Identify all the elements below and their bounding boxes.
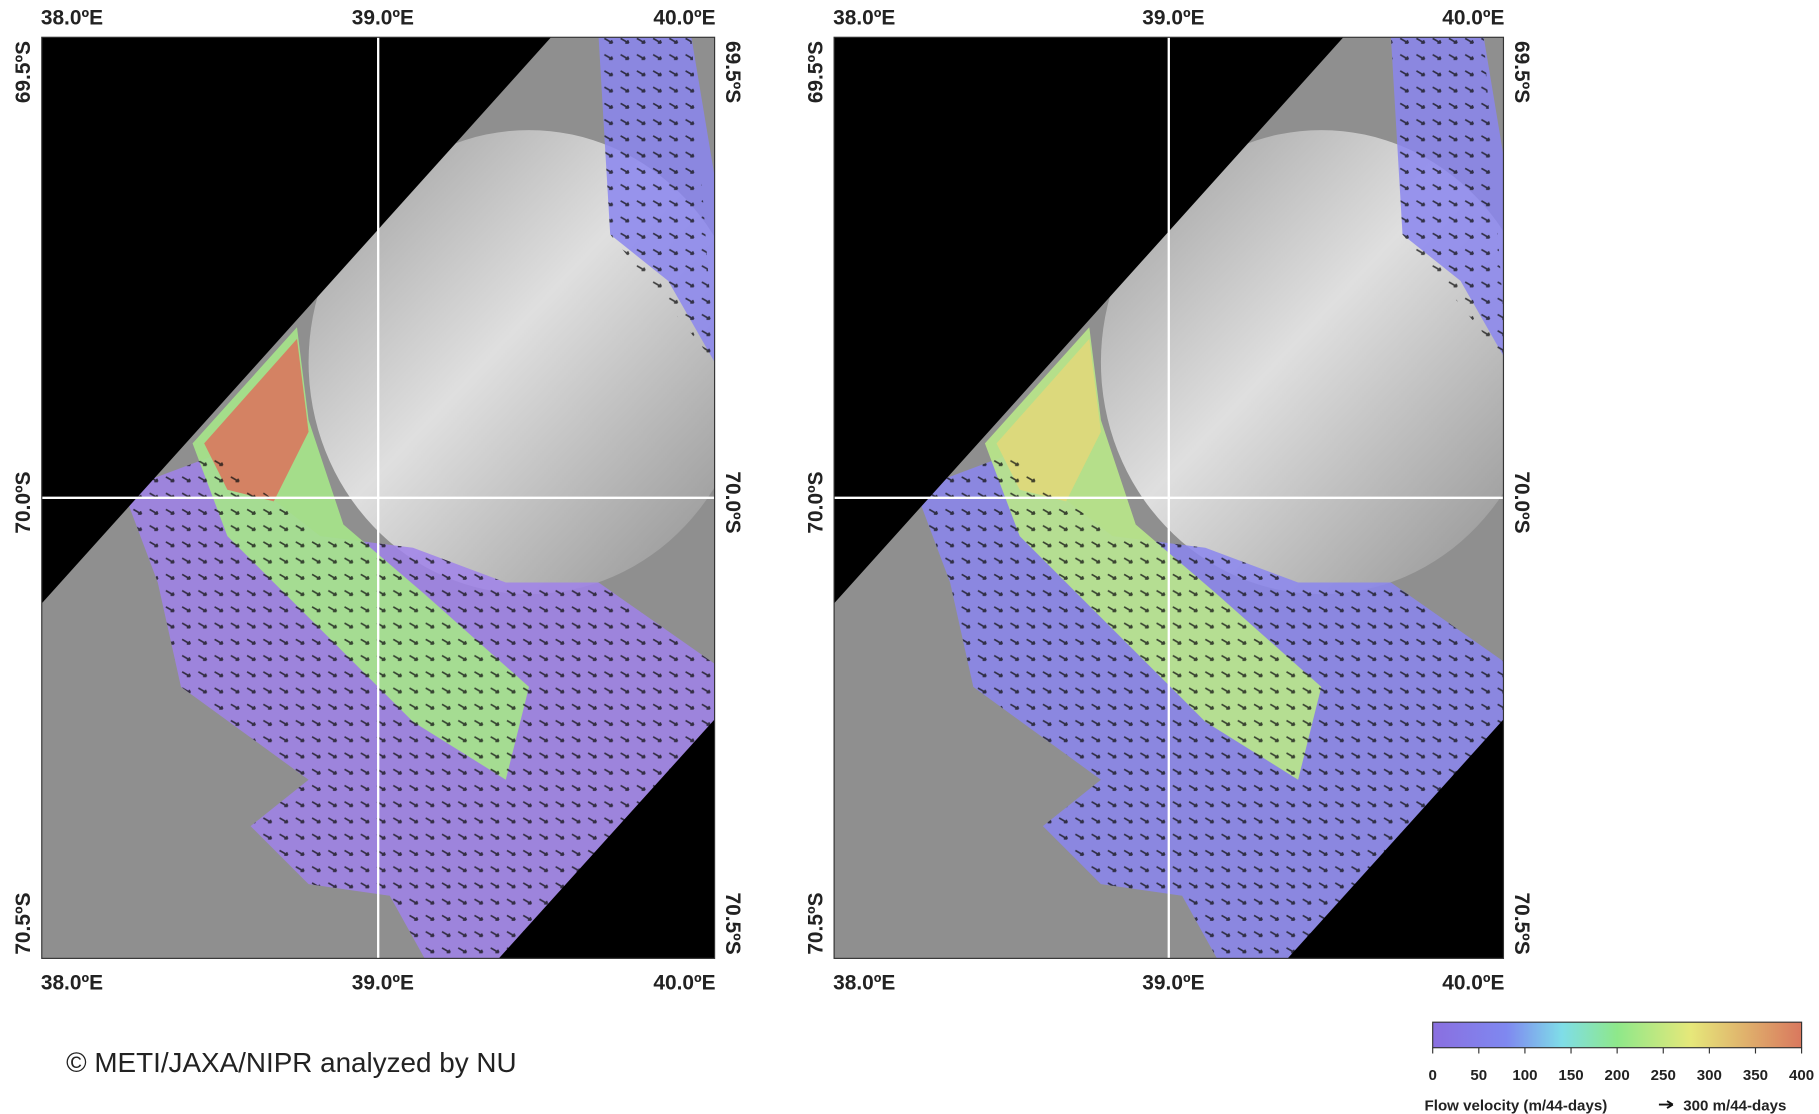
- map-panel: 38.0ºE 38.0ºE 39.0ºE 39.0ºE 40.0ºE 40.0ºE 69.5…: [804, 7, 1541, 995]
- lat-label: 69.5ºS: [1510, 41, 1533, 103]
- lat-label: 70.5ºS: [721, 892, 744, 954]
- lat-label: 70.5ºS: [804, 892, 827, 954]
- map-panel: 38.0ºE 38.0ºE 39.0ºE 39.0ºE 40.0ºE 40.0ºE 69.5…: [12, 7, 749, 995]
- scale-arrow: [1659, 1101, 1673, 1108]
- lat-label: 70.0ºS: [804, 471, 827, 533]
- colorbar-tick-label: 400: [1789, 1067, 1814, 1084]
- lon-label: 39.0ºE: [1142, 7, 1204, 30]
- lon-label: 39.0ºE: [352, 7, 414, 30]
- lon-label: 38.0ºE: [833, 972, 895, 995]
- lon-label: 40.0ºE: [1442, 7, 1504, 30]
- credit: © METI/JAXA/NIPR analyzed by NU: [66, 1047, 516, 1078]
- colorbar-tick-label: 150: [1558, 1067, 1583, 1084]
- lon-label: 40.0ºE: [653, 7, 715, 30]
- lat-label: 70.0ºS: [12, 471, 35, 533]
- colorbar-tick-label: 0: [1428, 1067, 1436, 1084]
- lon-label: 40.0ºE: [653, 972, 715, 995]
- lon-label: 38.0ºE: [41, 7, 103, 30]
- lat-label: 70.5ºS: [12, 892, 35, 954]
- lat-label: 70.0ºS: [721, 471, 744, 533]
- scale-arrow-label: 300 m/44-days: [1683, 1097, 1786, 1114]
- lon-label: 39.0ºE: [352, 972, 414, 995]
- colorbar-tick-label: 350: [1743, 1067, 1768, 1084]
- lat-label: 69.5ºS: [804, 41, 827, 103]
- lat-label: 69.5ºS: [12, 41, 35, 103]
- lon-label: 38.0ºE: [833, 7, 895, 30]
- colorbar-tick-label: 250: [1651, 1067, 1676, 1084]
- lon-label: 38.0ºE: [41, 972, 103, 995]
- colorbar-tick-label: 300: [1697, 1067, 1722, 1084]
- colorbar-tick-label: 50: [1470, 1067, 1487, 1084]
- colorbar-tick-label: 200: [1605, 1067, 1630, 1084]
- colorbar-gradient: [1433, 1022, 1802, 1048]
- figure: 38.0ºE 38.0ºE 39.0ºE 39.0ºE 40.0ºE 40.0ºE 69.5…: [0, 0, 1819, 1114]
- lon-label: 39.0ºE: [1142, 972, 1204, 995]
- lon-label: 40.0ºE: [1442, 972, 1504, 995]
- lat-label: 69.5ºS: [721, 41, 744, 103]
- maps: 38.0ºE 38.0ºE 39.0ºE 39.0ºE 40.0ºE 40.0ºE 69.5…: [12, 7, 1542, 995]
- lat-label: 70.0ºS: [1510, 471, 1533, 533]
- lat-label: 70.5ºS: [1510, 892, 1533, 954]
- colorbar-tick-label: 100: [1512, 1067, 1537, 1084]
- colorbar-label: Flow velocity (m/44-days): [1425, 1097, 1608, 1114]
- colorbar: 0 50 100 150 200 250 300 350 400 Flow velocity (m…: [1425, 1022, 1815, 1114]
